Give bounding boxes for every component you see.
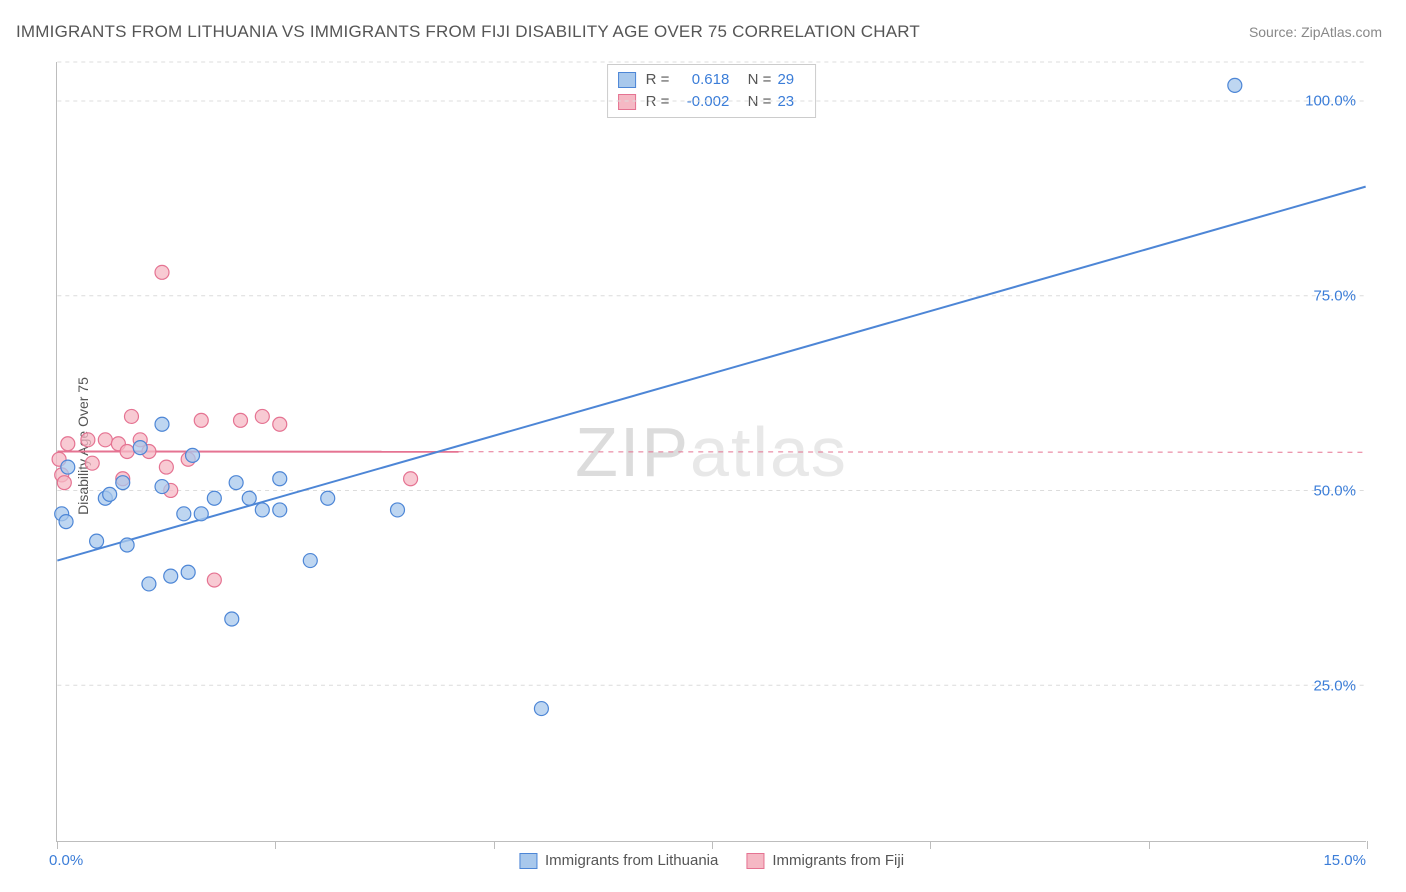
x-axis-min-label: 0.0% (49, 852, 83, 869)
plot-svg (57, 62, 1366, 841)
legend-item-fiji: Immigrants from Fiji (746, 852, 904, 869)
x-tick (275, 841, 276, 849)
swatch-fiji-icon (746, 853, 764, 869)
x-tick (930, 841, 931, 849)
x-axis-max-label: 15.0% (1323, 852, 1366, 869)
y-tick-label: 25.0% (1313, 678, 1356, 695)
chart-title: IMMIGRANTS FROM LITHUANIA VS IMMIGRANTS … (16, 22, 920, 42)
y-tick-label: 100.0% (1305, 93, 1356, 110)
x-tick (57, 841, 58, 849)
legend-item-lithuania: Immigrants from Lithuania (519, 852, 718, 869)
x-tick (1367, 841, 1368, 849)
plot-area: ZIPatlas R = 0.618 N = 29 R = -0.002 N =… (56, 62, 1366, 842)
swatch-lithuania-icon (519, 853, 537, 869)
x-tick (494, 841, 495, 849)
y-tick-label: 50.0% (1313, 483, 1356, 500)
x-tick (712, 841, 713, 849)
legend-label-fiji: Immigrants from Fiji (772, 852, 904, 869)
legend-label-lithuania: Immigrants from Lithuania (545, 852, 718, 869)
y-tick-label: 75.0% (1313, 288, 1356, 305)
x-tick (1149, 841, 1150, 849)
legend-series: Immigrants from Lithuania Immigrants fro… (519, 852, 904, 869)
chart-container: IMMIGRANTS FROM LITHUANIA VS IMMIGRANTS … (0, 0, 1406, 892)
source-label: Source: ZipAtlas.com (1249, 24, 1382, 40)
